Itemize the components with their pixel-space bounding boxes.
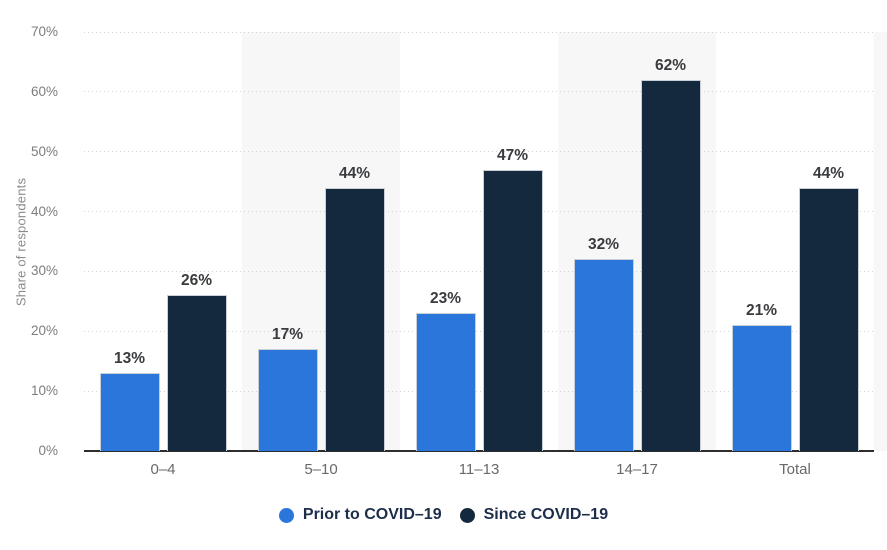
bar-since[interactable] [166,295,227,451]
value-label: 44% [338,164,371,182]
x-tick-label: 14–17 [616,461,658,478]
bar-prior[interactable] [415,313,476,451]
value-label: 23% [429,290,462,308]
value-label: 26% [180,272,213,290]
legend-item-label: Since COVID–19 [483,506,609,523]
value-label: 17% [271,326,304,344]
bar-since[interactable] [482,169,543,451]
gridline [84,151,874,153]
value-label: 44% [812,164,845,182]
bar-prior[interactable] [257,349,318,451]
legend-item-prior[interactable]: Prior to COVID–19 [278,506,442,524]
legend-color-dot [278,507,294,523]
x-axis-line [84,450,874,452]
gridline [84,211,874,213]
y-tick-label: 40% [30,203,58,219]
y-tick-label: 0% [38,443,58,458]
y-tick-label: 30% [30,263,58,279]
y-tick-label: 60% [30,83,58,99]
bar-prior[interactable] [731,325,792,451]
x-tick-label: 0–4 [150,461,176,478]
value-label: 21% [745,302,778,320]
bar-since[interactable] [798,187,859,451]
legend: Prior to COVID–19 Since COVID–19 [0,506,887,524]
y-axis-title: Share of respondents [13,177,29,307]
legend-color-dot [459,507,475,523]
gridline [84,390,874,392]
y-tick-label: 20% [30,323,58,339]
value-label: 13% [113,350,146,368]
legend-item-since[interactable]: Since COVID–19 [459,506,609,524]
column-stripe-edge [874,32,887,451]
bar-prior[interactable] [99,373,160,451]
y-tick-label: 10% [30,383,58,399]
bar-since[interactable] [324,187,385,451]
value-label: 32% [587,236,620,254]
x-tick-label: Total [779,461,811,478]
y-tick-label: 70% [30,24,58,39]
x-tick-label: 5–10 [304,461,338,478]
gridline [84,31,874,33]
bar-since[interactable] [640,79,701,451]
plot-area: 0% 10% 20% 30% 40% 50% 60% 70% 13% 26% 17% 44% 23% 47… [31,24,887,458]
gridline [84,270,874,272]
gridline [84,91,874,93]
y-tick-label: 50% [30,143,58,159]
value-label: 62% [654,56,687,74]
gridline [84,330,874,332]
legend-item-label: Prior to COVID–19 [302,506,442,523]
bar-prior[interactable] [573,259,634,451]
value-label: 47% [496,146,529,164]
x-tick-label: 11–13 [458,461,500,478]
